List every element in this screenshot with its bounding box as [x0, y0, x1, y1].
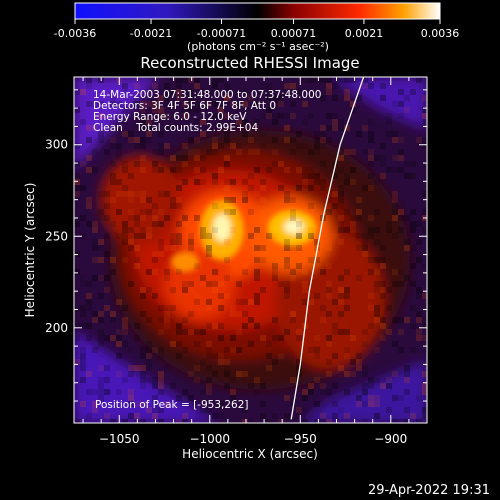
x-tick-label: −950	[284, 432, 317, 446]
colorbar-tick-label: 0.0036	[421, 27, 460, 40]
x-axis: −1050 −1000 −950 −900	[82, 77, 428, 446]
annotation-peak-position: Position of Peak = [-953,262]	[95, 399, 249, 411]
colorbar-tick-label: -0.0036	[54, 27, 96, 40]
x-tick-label: −900	[374, 432, 407, 446]
chart-title: Reconstructed RHESSI Image	[140, 54, 359, 72]
y-tick-label: 250	[45, 229, 68, 243]
heatmap-image	[74, 77, 427, 423]
y-axis: 200 250 300	[45, 89, 427, 402]
x-tick-label: −1000	[189, 432, 230, 446]
annotation-clean-counts: Clean Total counts: 2.99E+04	[93, 122, 258, 134]
plot-frame	[73, 76, 428, 424]
solar-limb-curve	[290, 77, 365, 420]
footer-timestamp: 29-Apr-2022 19:31	[368, 483, 490, 498]
x-axis-label: Heliocentric X (arcsec)	[182, 447, 318, 461]
colorbar-ticks: -0.0036 -0.0021 -0.00071 0.00071 0.0021 0.003…	[54, 19, 459, 40]
colorbar-tick-label: -0.0021	[130, 27, 172, 40]
x-tick-label: −1050	[99, 432, 140, 446]
colorbar-tick-label: 0.00071	[271, 27, 317, 40]
colorbar	[74, 2, 441, 20]
y-axis-label: Heliocentric Y (arcsec)	[23, 183, 37, 318]
y-tick-label: 200	[45, 321, 68, 335]
annotation-detectors: Detectors: 3F 4F 5F 6F 7F 8F, Att 0	[93, 100, 276, 112]
colorbar-tick-label: 0.0021	[345, 27, 384, 40]
annotation-energy-range: Energy Range: 6.0 - 12.0 keV	[93, 111, 247, 123]
y-tick-label: 300	[45, 138, 68, 152]
colorbar-unit-label: (photons cm⁻² s⁻¹ asec⁻²)	[187, 40, 329, 53]
annotation-time-range: 14-Mar-2003 07:31:48.000 to 07:37:48.000	[93, 89, 321, 101]
colorbar-tick-label: -0.00071	[197, 27, 246, 40]
